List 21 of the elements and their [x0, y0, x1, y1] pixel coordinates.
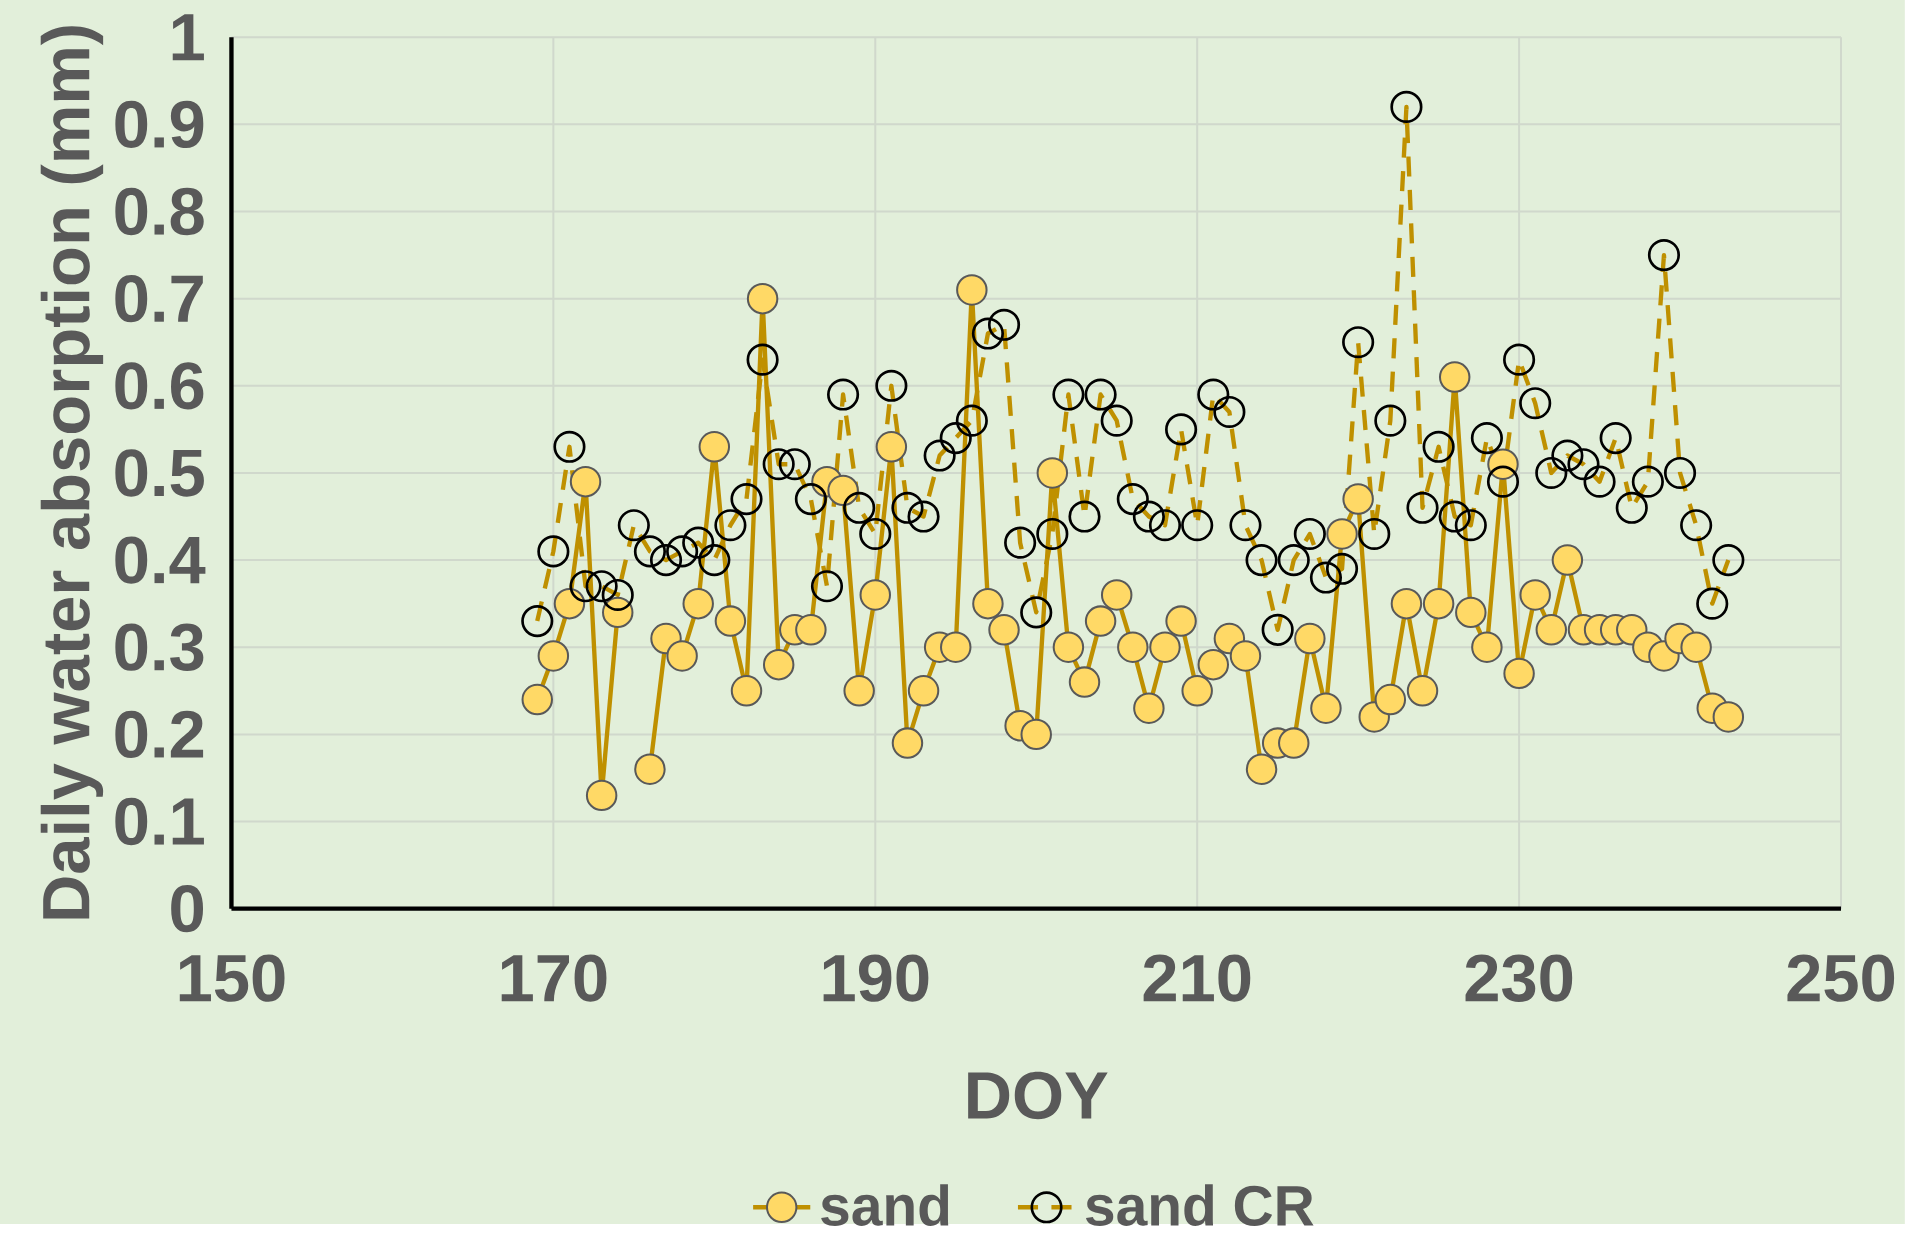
y-tick-label: 0.6	[115, 362, 204, 410]
y-tick-label: 0.5	[115, 449, 204, 497]
y-tick-label: 0.2	[115, 710, 204, 759]
y-tick-label: 1	[172, 14, 204, 61]
legend-label: sand CR	[1085, 1184, 1314, 1227]
x-tick-label: 230	[1465, 954, 1573, 1002]
y-axis-title: Daily water absorption (mm)	[40, 26, 104, 919]
x-axis-title: DOY	[968, 1071, 1108, 1120]
legend-label: sand	[821, 1184, 949, 1227]
x-tick-label: 190	[823, 954, 929, 1002]
y-tick-label: 0.9	[115, 100, 204, 149]
y-tick-label: 0.1	[115, 797, 204, 846]
y-tick-label: 0.3	[115, 623, 204, 672]
y-tick-label: 0.7	[115, 275, 203, 323]
x-tick-label: 170	[501, 954, 607, 1002]
x-tick-label: 150	[179, 954, 285, 1002]
y-tick-label: 0.4	[115, 536, 206, 584]
y-tick-label: 0	[171, 885, 204, 933]
y-tick-label: 0.8	[115, 187, 204, 236]
x-tick-label: 210	[1143, 954, 1251, 1002]
x-tick-label: 250	[1787, 954, 1895, 1002]
